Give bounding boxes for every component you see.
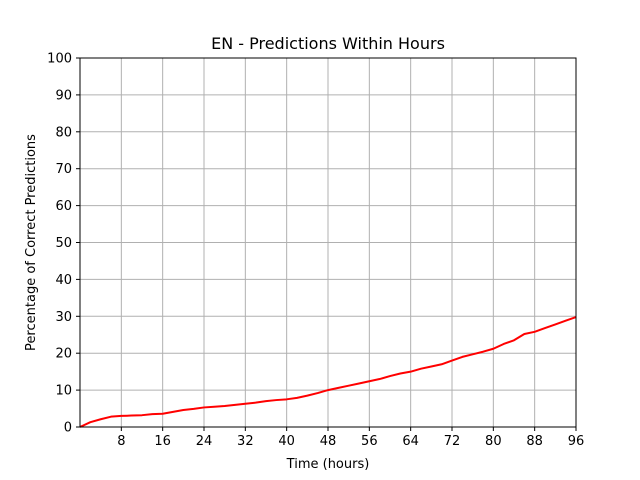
x-tick-label: 96 [568,434,585,449]
x-tick-label: 8 [117,434,125,449]
y-tick-label: 60 [55,199,72,214]
axis-ticks: 8 16 24 32 40 48 56 64 72 80 88 96 0 10 20 30 40 50 60 70 80… [47,52,584,450]
x-tick-label: 24 [196,434,213,449]
y-tick-label: 70 [55,162,72,177]
y-tick-label: 30 [55,310,72,325]
x-tick-label: 40 [278,434,295,449]
y-tick-label: 20 [55,347,72,362]
x-tick-label: 80 [485,434,502,449]
y-tick-label: 90 [55,88,72,103]
series-layer [79,316,577,428]
x-tick-label: 72 [444,434,461,449]
x-tick-label: 64 [402,434,419,449]
y-tick-label: 50 [55,236,72,251]
x-tick-label: 56 [361,434,378,449]
x-axis-label: Time (hours) [286,457,370,472]
y-tick-label: 0 [64,421,72,436]
y-tick-label: 40 [55,273,72,288]
x-tick-label: 48 [320,434,337,449]
x-tick-label: 88 [526,434,543,449]
x-tick-label: 16 [154,434,171,449]
y-tick-label: 80 [55,125,72,140]
series-line [79,316,577,428]
y-axis-label: Percentage of Correct Predictions [24,134,39,351]
chart-title: EN - Predictions Within Hours [211,34,445,53]
y-tick-label: 100 [47,52,72,67]
x-tick-label: 32 [237,434,254,449]
y-tick-label: 10 [55,384,72,399]
